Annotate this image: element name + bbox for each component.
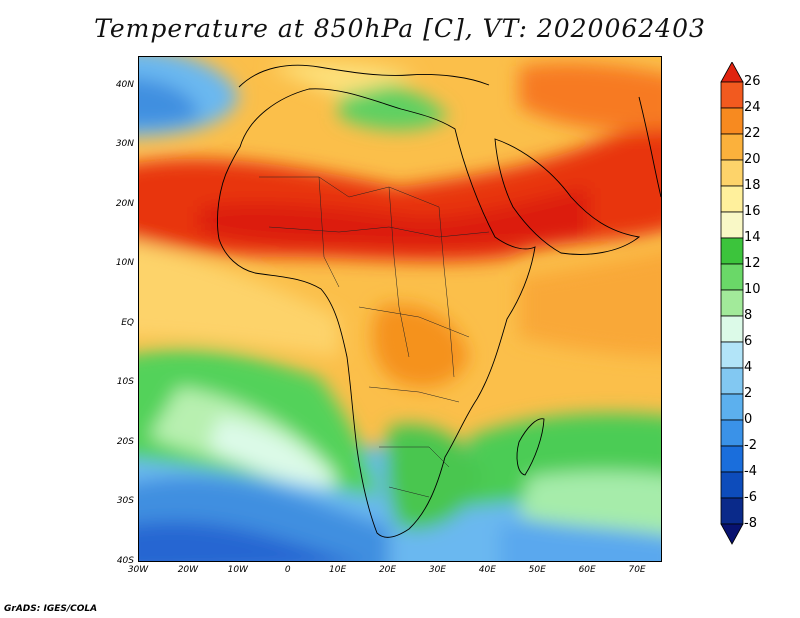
lon-tick-label: 50E	[528, 565, 546, 575]
coastlines	[217, 64, 661, 538]
colorbar-swatch	[720, 237, 744, 265]
colorbar-label: 4	[744, 360, 753, 375]
colorbar-swatch	[720, 341, 744, 369]
colorbar-label: 2	[744, 386, 753, 401]
lat-tick-label: 20N	[115, 198, 134, 209]
colorbar	[720, 62, 744, 545]
colorbar-swatch	[720, 445, 744, 473]
colorbar-label: -4	[744, 464, 757, 479]
colorbar-top-arrow	[720, 62, 744, 83]
footer-credit: GrADS: IGES/COLA	[4, 604, 98, 614]
lat-tick-label: 20S	[116, 436, 134, 447]
colorbar-label: 26	[744, 74, 761, 89]
colorbar-swatch	[720, 211, 744, 239]
lat-tick-label: 10N	[115, 258, 134, 269]
lat-tick-label: EQ	[121, 317, 134, 328]
temperature-map	[138, 56, 662, 562]
colorbar-label: 8	[744, 308, 753, 323]
lon-tick-label: 40E	[478, 565, 496, 575]
colorbar-label: 0	[744, 412, 753, 427]
colorbar-label: 24	[744, 100, 761, 115]
country-borders	[259, 176, 490, 498]
lat-tick-label: 40S	[116, 556, 134, 566]
temperature-field	[139, 57, 661, 561]
colorbar-swatch	[720, 367, 744, 395]
colorbar-swatch	[720, 393, 744, 421]
lat-tick-label: 30S	[116, 496, 134, 507]
colorbar-label: 18	[744, 178, 761, 193]
colorbar-swatch	[720, 133, 744, 161]
lon-tick-label: 10E	[329, 565, 347, 575]
lon-tick-label: 20W	[177, 565, 199, 575]
colorbar-label: 20	[744, 152, 761, 167]
colorbar-swatch	[720, 419, 744, 447]
colorbar-swatch	[720, 107, 744, 135]
colorbar-label: -8	[744, 516, 757, 531]
lat-tick-label: 40N	[115, 79, 134, 90]
lon-tick-label: 30E	[428, 565, 446, 575]
colorbar-label: 14	[744, 230, 761, 245]
map-canvas	[139, 57, 661, 561]
colorbar-swatch	[720, 81, 744, 109]
colorbar-swatch	[720, 471, 744, 499]
colorbar-label: 12	[744, 256, 761, 271]
lon-tick-label: 30W	[127, 565, 149, 575]
lon-tick-label: 10W	[227, 565, 248, 575]
colorbar-swatch	[720, 497, 744, 525]
colorbar-swatch	[720, 159, 744, 187]
colorbar-label: 6	[744, 334, 753, 349]
lon-tick-label: 0	[284, 565, 291, 575]
colorbar-label: 10	[744, 282, 761, 297]
colorbar-swatch	[720, 263, 744, 291]
lat-tick-label: 10S	[116, 377, 134, 388]
lon-tick-label: 60E	[578, 565, 596, 575]
colorbar-label: 22	[744, 126, 761, 141]
lon-tick-label: 70E	[628, 565, 646, 575]
map-title: Temperature at 850hPa [C], VT: 202006240…	[94, 14, 706, 43]
lat-tick-label: 30N	[115, 139, 134, 150]
colorbar-label: -2	[744, 438, 757, 453]
colorbar-label: 16	[744, 204, 761, 219]
lon-tick-label: 20E	[378, 565, 397, 575]
colorbar-swatch	[720, 185, 744, 213]
colorbar-swatch	[720, 289, 744, 317]
colorbar-swatch	[720, 315, 744, 343]
colorbar-label: -6	[744, 490, 757, 505]
colorbar-bottom-arrow	[720, 523, 744, 545]
